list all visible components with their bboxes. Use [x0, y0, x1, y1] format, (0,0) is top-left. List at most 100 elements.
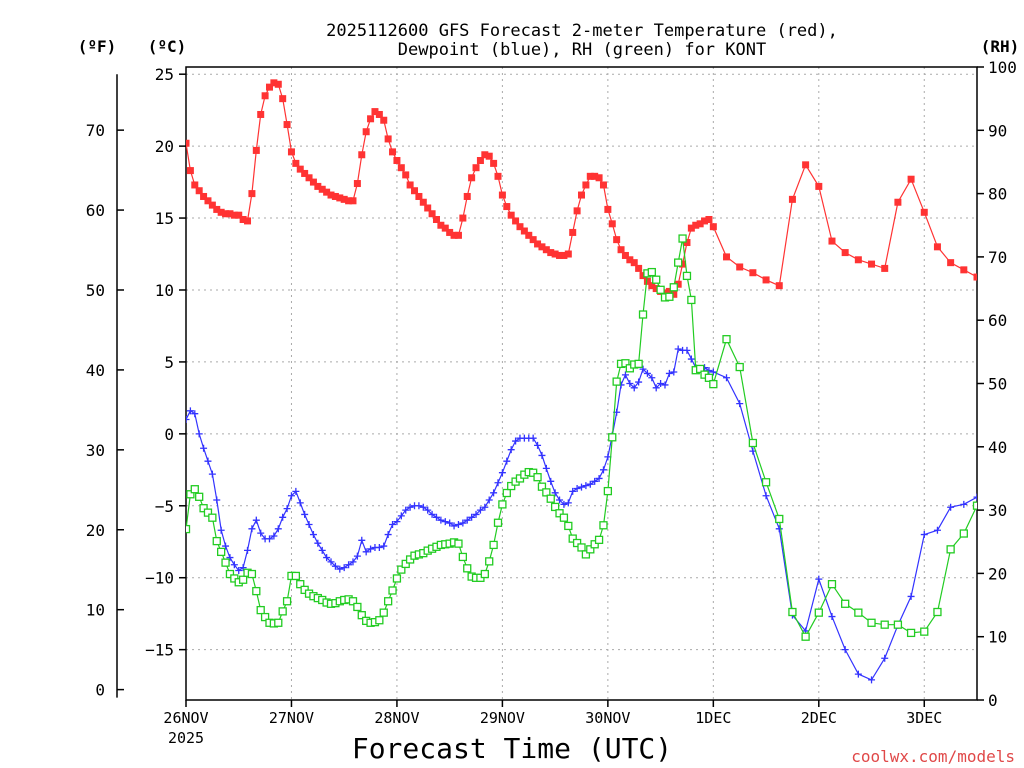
celsius-tick-label: −15 — [145, 641, 174, 660]
data-point-temperature — [252, 146, 260, 154]
data-point-temperature — [428, 210, 436, 218]
series-line-rh — [186, 238, 977, 638]
data-point-temperature — [709, 223, 717, 231]
data-point-dewpoint — [318, 546, 326, 554]
data-point-temperature — [520, 227, 528, 235]
data-point-temperature — [244, 217, 252, 225]
series-rh — [186, 234, 994, 641]
data-point-rh — [533, 473, 542, 482]
data-point-rh — [946, 545, 955, 554]
data-point-dewpoint — [556, 496, 564, 504]
data-point-dewpoint — [428, 510, 436, 518]
data-point-temperature — [802, 161, 810, 169]
data-point-temperature — [208, 201, 216, 209]
celsius-tick-label: 5 — [164, 353, 174, 372]
data-point-temperature — [367, 115, 375, 123]
data-point-dewpoint — [191, 410, 199, 418]
data-point-temperature — [736, 263, 744, 271]
data-point-temperature — [705, 215, 713, 223]
fahrenheit-tick-label: 20 — [86, 521, 105, 540]
data-point-temperature — [274, 80, 282, 88]
data-point-dewpoint — [336, 565, 344, 573]
data-point-rh — [199, 504, 208, 513]
data-point-temperature — [411, 187, 419, 195]
rh-tick-label: 50 — [988, 375, 1007, 394]
data-point-dewpoint — [736, 400, 744, 408]
data-point-dewpoint — [635, 378, 643, 386]
data-point-dewpoint — [920, 531, 928, 539]
data-point-temperature — [186, 139, 190, 147]
data-point-dewpoint — [569, 487, 577, 495]
data-point-dewpoint — [762, 492, 770, 500]
data-point-dewpoint — [358, 536, 366, 544]
data-point-rh — [274, 618, 283, 627]
fahrenheit-tick-label: 50 — [86, 281, 105, 300]
fahrenheit-tick-label: 30 — [86, 441, 105, 460]
data-point-temperature — [437, 221, 445, 229]
data-point-dewpoint — [687, 355, 695, 363]
data-point-rh — [854, 608, 863, 617]
data-point-temperature — [200, 192, 208, 200]
data-point-temperature — [331, 192, 339, 200]
data-point-temperature — [573, 207, 581, 215]
data-point-rh — [203, 508, 213, 517]
data-point-dewpoint — [639, 365, 647, 373]
data-point-dewpoint — [301, 510, 309, 518]
data-point-dewpoint — [248, 525, 256, 533]
data-point-dewpoint — [186, 415, 190, 423]
data-point-temperature — [314, 182, 322, 190]
data-point-temperature — [569, 228, 577, 236]
series-dewpoint — [186, 345, 977, 684]
data-point-temperature — [270, 79, 278, 87]
celsius-tick-label: 20 — [155, 137, 174, 156]
data-point-temperature — [701, 217, 709, 225]
data-point-temperature — [947, 259, 955, 267]
celsius-tick-label: 15 — [155, 209, 174, 228]
data-point-dewpoint — [582, 482, 590, 490]
data-point-dewpoint — [362, 548, 370, 556]
data-point-rh — [195, 492, 204, 501]
data-point-temperature — [222, 210, 230, 218]
data-point-dewpoint — [213, 496, 221, 504]
fahrenheit-tick-label: 0 — [95, 681, 105, 700]
data-point-rh — [221, 558, 230, 567]
data-point-dewpoint — [670, 368, 678, 376]
data-point-rh — [375, 616, 384, 625]
data-point-rh — [564, 521, 573, 531]
rh-tick-label: 60 — [988, 311, 1007, 330]
data-point-dewpoint — [854, 670, 862, 678]
data-point-dewpoint — [630, 384, 638, 392]
unit-label-rh: (RH) — [981, 37, 1020, 56]
data-point-temperature — [362, 128, 370, 136]
data-point-temperature — [446, 228, 454, 236]
fahrenheit-tick-label: 60 — [86, 201, 105, 220]
data-point-rh — [296, 580, 305, 589]
data-point-temperature — [630, 259, 638, 267]
data-point-temperature — [670, 290, 678, 298]
data-point-rh — [581, 550, 591, 559]
celsius-tick-label: −5 — [155, 497, 174, 516]
data-point-dewpoint — [881, 654, 889, 662]
data-point-temperature — [687, 224, 695, 232]
data-point-rh — [987, 485, 994, 492]
data-point-rh — [454, 539, 463, 548]
data-point-temperature — [960, 266, 968, 274]
data-point-rh — [920, 627, 929, 636]
data-point-dewpoint — [723, 374, 731, 382]
data-point-dewpoint — [424, 506, 432, 514]
data-point-temperature — [920, 208, 928, 216]
data-point-dewpoint — [402, 506, 410, 514]
data-point-temperature — [441, 224, 449, 232]
data-point-dewpoint — [367, 545, 375, 553]
data-point-rh — [612, 377, 621, 386]
data-point-dewpoint — [578, 483, 585, 491]
x-axis-title: Forecast Time (UTC) — [352, 732, 672, 765]
rh-tick-label: 70 — [988, 248, 1007, 267]
rh-tick-label: 0 — [988, 691, 998, 710]
data-point-temperature — [323, 188, 331, 196]
data-point-rh — [722, 335, 731, 344]
data-point-dewpoint — [529, 434, 537, 442]
data-point-temperature — [424, 204, 432, 212]
data-point-rh — [893, 620, 903, 629]
